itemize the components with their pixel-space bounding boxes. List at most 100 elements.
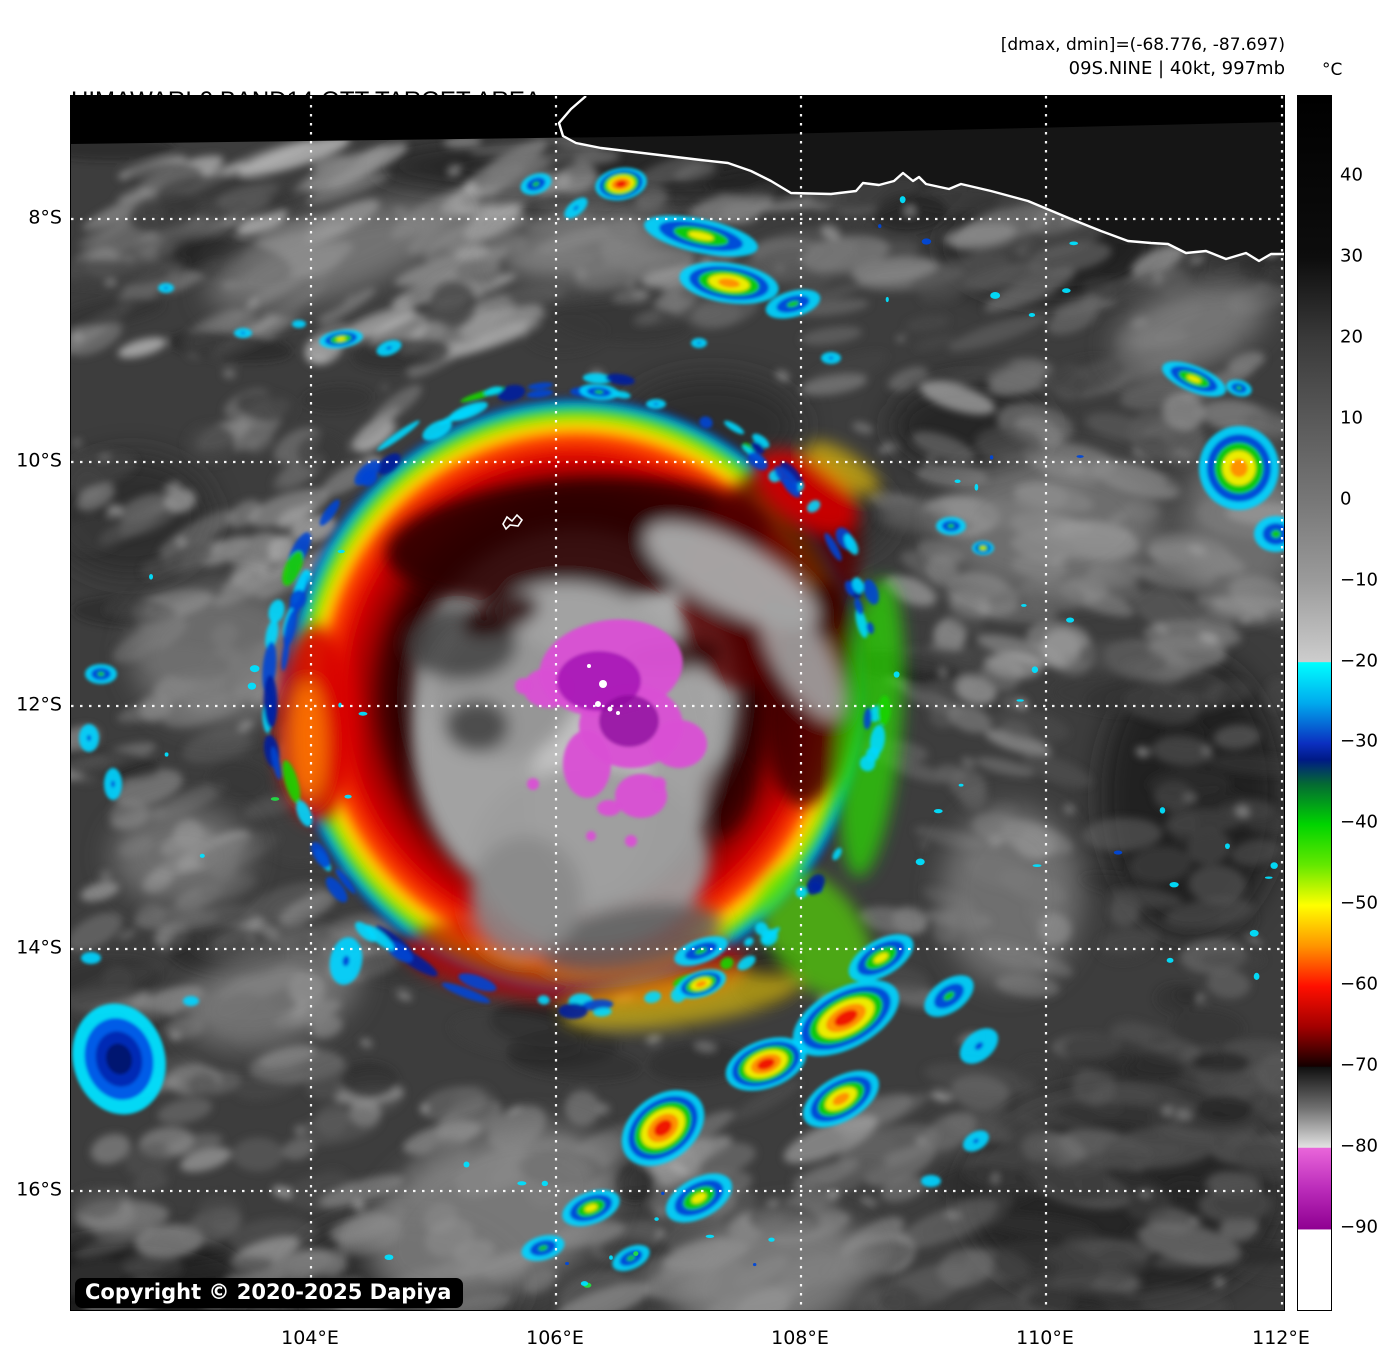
- cloud-blob: [227, 499, 261, 528]
- cloud-blob: [469, 141, 550, 157]
- cloud-blob: [1137, 435, 1173, 462]
- cloud-blob: [497, 384, 526, 402]
- cloud-blob: [947, 704, 992, 733]
- cloud-blob: [1264, 677, 1284, 713]
- cloud-blob: [302, 385, 372, 413]
- cloud-blob: [597, 800, 621, 816]
- cloud-blob: [422, 419, 452, 441]
- dmax-dmin-readout: [dmax, dmin]=(-68.776, -87.697): [1000, 35, 1285, 55]
- cloud-blob: [438, 405, 481, 425]
- cloud-blob: [505, 1027, 621, 1069]
- convective-cell: [158, 283, 174, 293]
- cloud-blob: [1185, 785, 1242, 811]
- cloud-blob: [342, 955, 350, 967]
- cloud-blob: [232, 1137, 284, 1172]
- cloud-blob: [718, 278, 740, 288]
- cloud-blob: [558, 1003, 588, 1019]
- cloud-blob: [1199, 951, 1265, 969]
- cloud-blob: [377, 420, 420, 451]
- colorbar-unit-label: °C: [1322, 60, 1343, 80]
- cloud-blob: [249, 665, 260, 673]
- cold-pixel: [599, 680, 607, 688]
- cloud-blob: [186, 1073, 218, 1096]
- cloud-blob: [899, 196, 906, 204]
- cloud-blob: [893, 671, 900, 678]
- cloud-blob: [279, 891, 337, 927]
- cloud-blob: [338, 702, 342, 708]
- cloud-blob: [428, 280, 477, 329]
- cloud-blob: [248, 414, 277, 443]
- cloud-blob: [930, 1091, 952, 1102]
- cloud-blob: [984, 268, 1076, 313]
- cloud-blob: [941, 806, 1081, 986]
- cloud-blob: [1062, 288, 1071, 293]
- cloud-blob: [207, 761, 271, 801]
- convective-cell: [675, 969, 727, 999]
- cloud-blob: [1063, 804, 1076, 815]
- cloud-blob: [1126, 1141, 1184, 1159]
- cloud-blob: [447, 164, 462, 177]
- cloud-blob: [1236, 386, 1242, 390]
- cloud-blob: [688, 231, 714, 241]
- cloud-blob: [800, 373, 868, 396]
- storm-id-readout: 09S.NINE | 40kt, 997mb: [1068, 58, 1285, 79]
- cloud-blob: [697, 341, 701, 345]
- cloud-blob: [656, 1228, 665, 1240]
- colorbar-tick: 10: [1340, 407, 1363, 429]
- cloud-blob: [344, 794, 352, 799]
- x-axis-label: 104°E: [281, 1327, 339, 1349]
- cloud-blob: [593, 1007, 612, 1017]
- cloud-blob: [586, 831, 596, 841]
- cloud-blob: [541, 1180, 549, 1187]
- cloud-blob: [1052, 355, 1123, 394]
- cloud-blob: [744, 937, 754, 947]
- y-axis-label: 12°S: [16, 693, 62, 716]
- colorbar-tick: −50: [1340, 892, 1378, 914]
- cloud-blob: [1164, 805, 1252, 835]
- cloud-blob: [755, 922, 769, 936]
- cloud-blob: [1076, 455, 1084, 458]
- cloud-blob: [462, 594, 540, 638]
- cloud-blob: [594, 390, 604, 394]
- cloud-blob: [515, 678, 531, 694]
- y-axis-label: 8°S: [28, 206, 62, 229]
- cloud-blob: [864, 1144, 936, 1187]
- cloud-blob: [1270, 862, 1278, 869]
- cloud-blob: [974, 1042, 984, 1050]
- cloud-blob: [236, 210, 288, 236]
- cloud-blob: [905, 206, 915, 216]
- cloud-blob: [832, 847, 842, 861]
- cloud-blob: [984, 729, 1052, 756]
- cloud-blob: [987, 364, 1048, 396]
- x-axis-label: 112°E: [1252, 1327, 1310, 1349]
- cloud-blob: [976, 634, 1068, 667]
- cloud-blob: [732, 1080, 801, 1121]
- cloud-blob: [888, 366, 929, 391]
- cloud-blob: [1072, 1067, 1116, 1106]
- cloud-blob: [695, 980, 707, 988]
- cloud-blob: [852, 577, 864, 594]
- cloud-blob: [524, 311, 609, 355]
- cloud-blob: [1129, 846, 1192, 883]
- cloud-blob: [573, 205, 579, 211]
- cloud-blob: [517, 1181, 527, 1186]
- cloud-blob: [747, 452, 768, 471]
- cloud-blob: [163, 1133, 223, 1157]
- cloud-blob: [470, 836, 582, 956]
- cloud-blob: [1199, 632, 1219, 644]
- cloud-blob: [796, 299, 870, 317]
- convective-cell: [679, 262, 779, 304]
- cloud-blob: [863, 579, 879, 605]
- cloud-blob: [454, 203, 520, 218]
- cloud-blob: [71, 259, 171, 288]
- cloud-blob: [350, 421, 398, 452]
- cloud-blob: [787, 300, 799, 308]
- cloud-blob: [625, 280, 637, 290]
- colorbar-tick: 0: [1340, 488, 1352, 510]
- cloud-blob: [828, 356, 834, 360]
- cloud-blob: [1163, 1106, 1172, 1117]
- cloud-blob: [527, 778, 539, 790]
- convective-cell: [674, 936, 728, 966]
- cloud-blob: [695, 947, 707, 955]
- cloud-blob: [958, 783, 964, 787]
